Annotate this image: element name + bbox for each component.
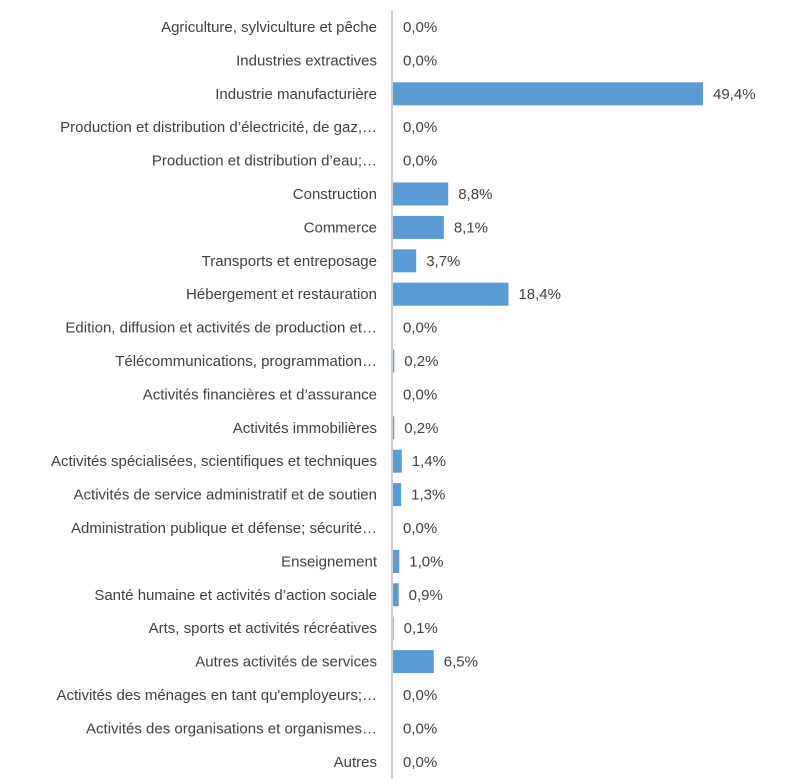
category-label: Production et distribution d’électricité… — [60, 119, 377, 136]
value-label: 49,4% — [713, 86, 756, 103]
value-label: 0,0% — [403, 520, 437, 537]
category-label: Production et distribution d’eau;… — [152, 153, 377, 170]
category-label: Activités financières et d’assurance — [143, 386, 377, 403]
value-label: 0,2% — [404, 420, 438, 437]
bars-group — [393, 82, 703, 674]
bar — [393, 616, 394, 640]
value-label: 8,8% — [458, 186, 492, 203]
value-label: 0,2% — [404, 353, 438, 370]
category-label: Construction — [293, 186, 377, 203]
value-label: 0,0% — [403, 386, 437, 403]
bar — [393, 182, 449, 206]
value-label: 0,0% — [403, 687, 437, 704]
bar — [393, 416, 395, 440]
bar — [393, 483, 402, 507]
bar — [393, 282, 509, 306]
value-label: 0,0% — [403, 153, 437, 170]
category-labels-group: Agriculture, sylviculture et pêche Indust… — [51, 19, 378, 771]
value-label: 1,0% — [409, 553, 443, 570]
value-label: 0,0% — [403, 19, 437, 36]
category-label: Agriculture, sylviculture et pêche — [161, 19, 377, 36]
category-label: Télécommunications, programmation… — [115, 353, 377, 370]
value-label: 0,0% — [403, 720, 437, 737]
category-label: Santé humaine et activités d’action soci… — [94, 587, 377, 604]
category-label: Activités spécialisées, scientifiques et… — [51, 453, 377, 470]
category-label: Commerce — [304, 219, 377, 236]
category-label: Activités de service administratif et de… — [74, 487, 377, 504]
value-label: 0,0% — [403, 119, 437, 136]
value-label: 18,4% — [518, 286, 561, 303]
value-label: 0,0% — [403, 320, 437, 337]
value-label: 0,1% — [404, 620, 438, 637]
bar — [393, 249, 417, 273]
value-label: 3,7% — [426, 253, 460, 270]
category-label: Hébergement et restauration — [186, 286, 377, 303]
category-label: Transports et entreposage — [202, 253, 377, 270]
bar — [393, 650, 434, 674]
category-label: Activités immobilières — [233, 420, 377, 437]
value-label: 0,0% — [403, 754, 437, 771]
bar — [393, 82, 703, 106]
bar — [393, 349, 395, 373]
bar — [393, 215, 444, 239]
bar — [393, 583, 399, 607]
value-label: 1,3% — [411, 487, 445, 504]
value-label: 1,4% — [412, 453, 446, 470]
category-label: Activités des ménages en tant qu'employe… — [56, 687, 377, 704]
category-label: Activités des organisations et organisme… — [86, 720, 377, 737]
category-label: Arts, sports et activités récréatives — [149, 620, 377, 637]
value-labels-group: 0,0% 0,0% 49,4% 0,0% 0,0% 8,8% 8,1% 3,7% 18,4% 0,… — [403, 19, 756, 771]
value-label: 0,9% — [409, 587, 443, 604]
category-label: Autres activités de services — [195, 654, 377, 671]
category-label: Industrie manufacturière — [215, 86, 377, 103]
category-label: Industries extractives — [236, 52, 377, 69]
value-label: 6,5% — [444, 654, 478, 671]
category-label: Administration publique et défense; sécu… — [71, 520, 377, 537]
category-label: Enseignement — [281, 553, 378, 570]
category-label: Autres — [334, 754, 377, 771]
bar — [393, 449, 402, 473]
category-label: Edition, diffusion et activités de produ… — [65, 320, 377, 337]
bar — [393, 549, 400, 573]
value-label: 0,0% — [403, 52, 437, 69]
value-label: 8,1% — [454, 219, 488, 236]
